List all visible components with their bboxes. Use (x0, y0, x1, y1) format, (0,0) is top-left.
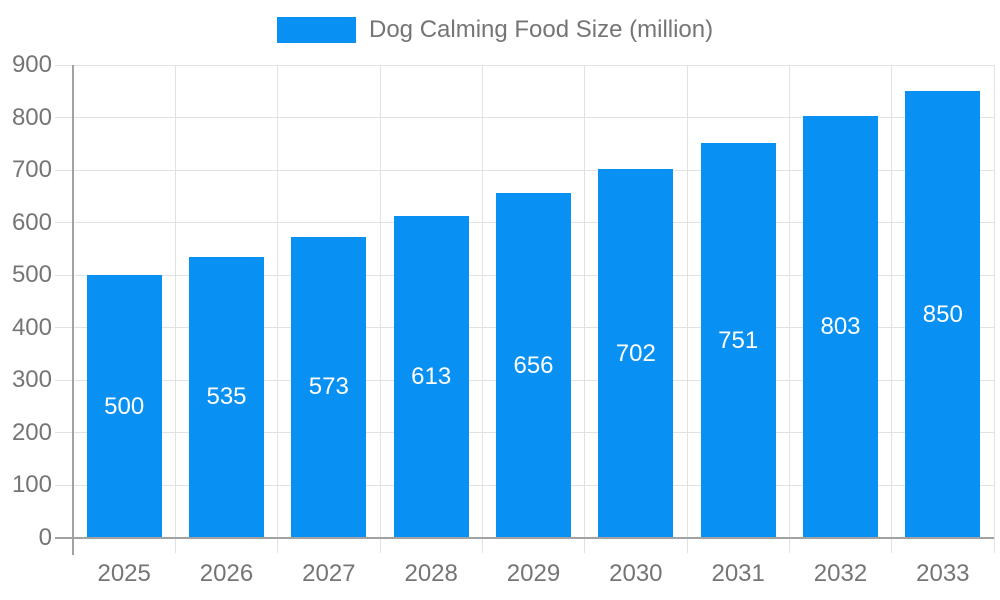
x-gridline (379, 65, 381, 553)
y-axis-tick-label: 300 (11, 366, 52, 394)
y-axis-tick-label: 900 (11, 51, 52, 78)
bar-value-label: 535 (206, 383, 247, 411)
y-axis-tick-label: 700 (11, 156, 52, 184)
y-axis-tick-label: 100 (11, 471, 52, 499)
x-gridline (993, 65, 995, 553)
y-gridline (55, 64, 994, 66)
bar-value-label: 850 (922, 300, 963, 328)
bar (598, 169, 674, 538)
bar (86, 275, 162, 538)
bar (700, 143, 776, 538)
x-axis-tick-label: 2031 (711, 560, 765, 587)
bar-value-label: 573 (308, 373, 349, 401)
x-axis-tick-label: 2028 (404, 560, 458, 587)
bar-value-label: 613 (411, 362, 452, 390)
bar-value-label: 751 (718, 326, 759, 354)
x-gridline (481, 65, 483, 553)
y-axis-tick-label: 600 (11, 208, 52, 236)
bar-value-label: 656 (513, 351, 554, 379)
bar-value-label: 500 (104, 392, 145, 420)
y-axis-tick-label: 800 (11, 103, 52, 131)
bar (803, 115, 878, 538)
y-axis-tick-label: 400 (11, 313, 52, 341)
bar-value-label: 702 (615, 339, 656, 367)
y-gridline (55, 169, 994, 171)
x-gridline (277, 65, 279, 553)
bar (905, 91, 981, 538)
bar-value-label: 803 (820, 312, 861, 340)
y-axis-tick-label: 500 (11, 261, 52, 289)
bar (496, 193, 571, 538)
x-axis-tick-label: 2032 (813, 560, 868, 587)
x-axis-tick-label: 2029 (506, 560, 561, 587)
y-axis-tick-label: 200 (11, 418, 52, 446)
x-gridline (174, 65, 176, 553)
x-gridline (788, 65, 790, 553)
x-axis-tick-label: 2027 (302, 560, 356, 587)
y-axis-line (72, 65, 74, 555)
x-axis-tick-label: 2033 (916, 560, 970, 587)
legend[interactable]: Dog Calming Food Size (million) (277, 17, 713, 43)
x-axis-tick-label: 2030 (609, 560, 663, 587)
y-gridline (55, 117, 994, 119)
x-axis-tick-label: 2025 (97, 560, 151, 587)
x-gridline (686, 65, 688, 553)
bar (291, 236, 367, 538)
bar (189, 256, 264, 538)
bar (393, 215, 469, 538)
legend-label: Dog Calming Food Size (million) (369, 16, 714, 43)
x-gridline (584, 65, 586, 553)
y-axis-tick-label: 0 (38, 524, 52, 551)
x-axis-tick-label: 2026 (199, 560, 254, 587)
legend-swatch-icon (277, 17, 356, 43)
x-gridline (891, 65, 893, 553)
x-axis-line (55, 537, 994, 539)
